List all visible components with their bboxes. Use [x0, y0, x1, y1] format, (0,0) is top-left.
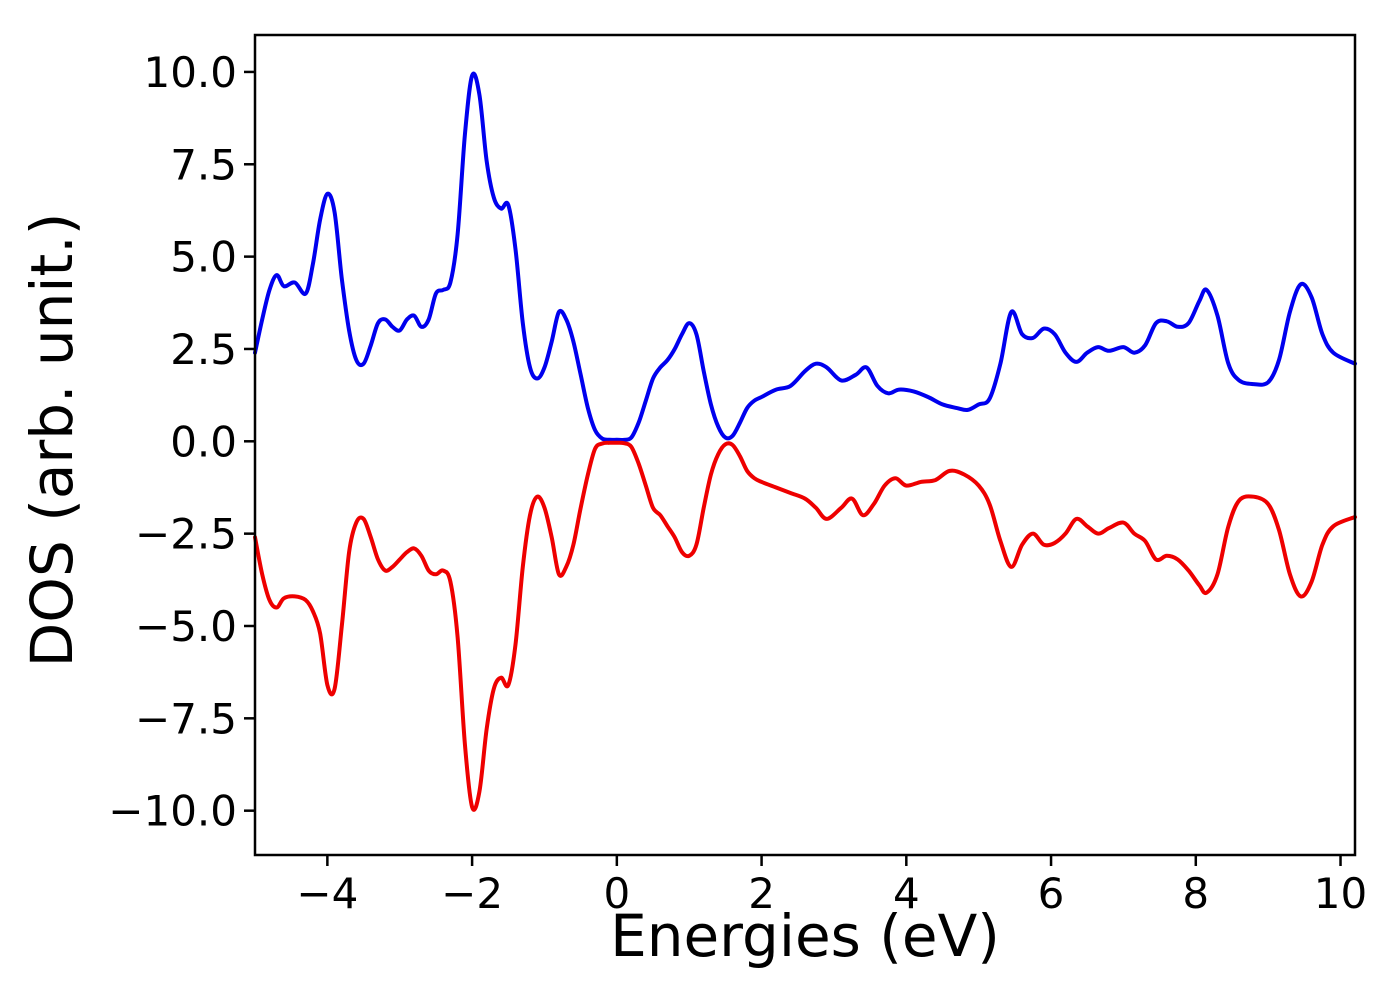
x-tick-label: −4	[296, 869, 358, 918]
x-tick-label: 8	[1182, 869, 1209, 918]
x-tick-label: 4	[893, 869, 920, 918]
plot-area	[255, 35, 1355, 855]
y-tick-label: 7.5	[170, 140, 237, 189]
spin_up_dos-curve	[253, 71, 1357, 442]
y-tick-label: 0.0	[170, 417, 237, 466]
y-tick-label: −10.0	[108, 787, 237, 836]
y-tick-label: −5.0	[135, 602, 237, 651]
x-axis-label: Energies (eV)	[610, 902, 1000, 970]
x-tick-label: 10	[1314, 869, 1367, 918]
y-tick-label: 10.0	[143, 48, 237, 97]
y-tick-label: 5.0	[170, 233, 237, 282]
axes-spines	[253, 33, 1357, 857]
x-tick-label: 2	[748, 869, 775, 918]
y-tick-label: −7.5	[135, 694, 237, 743]
spin_down_dos-curve	[253, 440, 1357, 812]
y-tick-label: −2.5	[135, 510, 237, 559]
x-tick-label: 0	[603, 869, 630, 918]
y-axis-label: DOS (arb. unit.)	[18, 212, 86, 668]
x-tick-label: −2	[441, 869, 503, 918]
y-tick-label: 2.5	[170, 325, 237, 374]
x-tick-label: 6	[1038, 869, 1065, 918]
